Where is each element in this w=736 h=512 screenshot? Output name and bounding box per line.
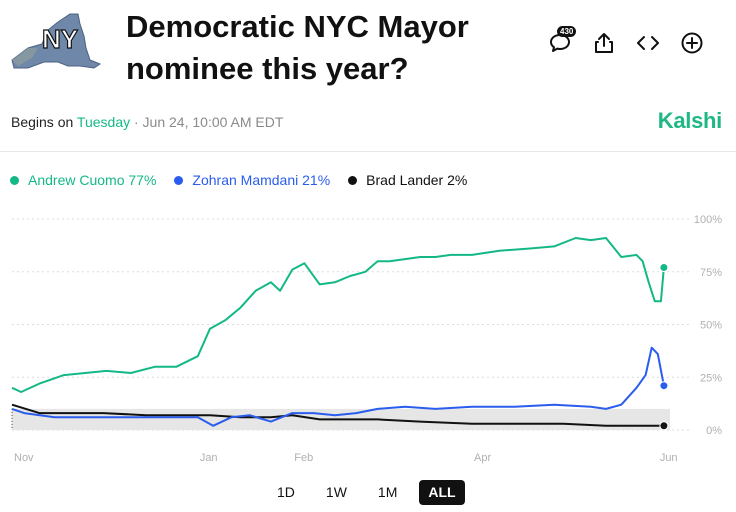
legend-label-cuomo: Andrew Cuomo 77%	[28, 172, 157, 188]
comment-icon	[550, 34, 570, 52]
range-1d-button[interactable]: 1D	[277, 484, 295, 500]
legend-item-lander[interactable]: Brad Lander 2%	[348, 172, 467, 188]
legend-item-mamdani[interactable]: Zohran Mamdani 21%	[174, 172, 330, 188]
legend-dot-cuomo	[10, 175, 19, 185]
y-tick-label: 25%	[700, 372, 722, 384]
chart-legend: Andrew Cuomo 77% Zohran Mamdani 21% Brad…	[10, 172, 485, 188]
comment-count-badge: 430	[557, 26, 577, 37]
range-1w-button[interactable]: 1W	[325, 484, 347, 500]
x-tick-label: Apr	[474, 452, 491, 464]
embed-button[interactable]	[626, 26, 670, 60]
begins-day: Tuesday	[76, 114, 131, 130]
y-tick-label: 0%	[706, 425, 722, 437]
series-end-marker-lander	[659, 421, 669, 431]
header-actions: 430	[538, 26, 714, 60]
add-icon	[681, 32, 703, 54]
embed-icon	[637, 36, 659, 50]
range-all-button[interactable]: ALL	[419, 480, 465, 505]
svg-text:NY: NY	[42, 24, 78, 54]
series-end-marker-mamdani	[659, 381, 669, 391]
y-tick-label: 50%	[700, 320, 722, 332]
comments-button[interactable]: 430	[538, 26, 582, 60]
y-tick-label: 75%	[700, 267, 722, 279]
series-line-cuomo	[11, 237, 665, 393]
event-start-info: Begins on Tuesday · Jun 24, 10:00 AM EDT	[11, 114, 283, 130]
add-button[interactable]	[670, 26, 714, 60]
series-end-marker-cuomo	[659, 263, 669, 273]
time-range-selector: 1D 1W 1M ALL	[268, 480, 478, 505]
legend-dot-mamdani	[174, 175, 184, 185]
page-title: Democratic NYC Mayor nominee this year?	[126, 9, 469, 86]
divider	[0, 151, 736, 152]
begins-label: Begins on	[11, 114, 74, 130]
begins-datetime: · Jun 24, 10:00 AM EDT	[134, 114, 284, 130]
legend-dot-lander	[348, 175, 358, 185]
legend-label-lander: Brad Lander 2%	[366, 172, 468, 188]
legend-label-mamdani: Zohran Mamdani 21%	[192, 172, 331, 188]
series-line-mamdani	[11, 346, 665, 427]
brand-logo[interactable]: Kalshi	[657, 108, 723, 133]
x-tick-label: Jan	[200, 452, 218, 464]
y-tick-label: 100%	[694, 214, 722, 226]
range-1m-button[interactable]: 1M	[377, 484, 398, 500]
share-button[interactable]	[582, 26, 626, 60]
share-icon	[595, 33, 613, 53]
series-line-lander	[11, 403, 664, 427]
price-history-chart[interactable]: 0% 25% 50% 75% 100% Nov Jan Feb Apr Jun	[0, 200, 736, 470]
ny-state-logo: NY	[11, 13, 102, 69]
x-tick-label: Nov	[14, 452, 34, 464]
x-tick-label: Feb	[294, 452, 313, 464]
legend-item-cuomo[interactable]: Andrew Cuomo 77%	[10, 172, 156, 188]
x-tick-label: Jun	[660, 452, 678, 464]
